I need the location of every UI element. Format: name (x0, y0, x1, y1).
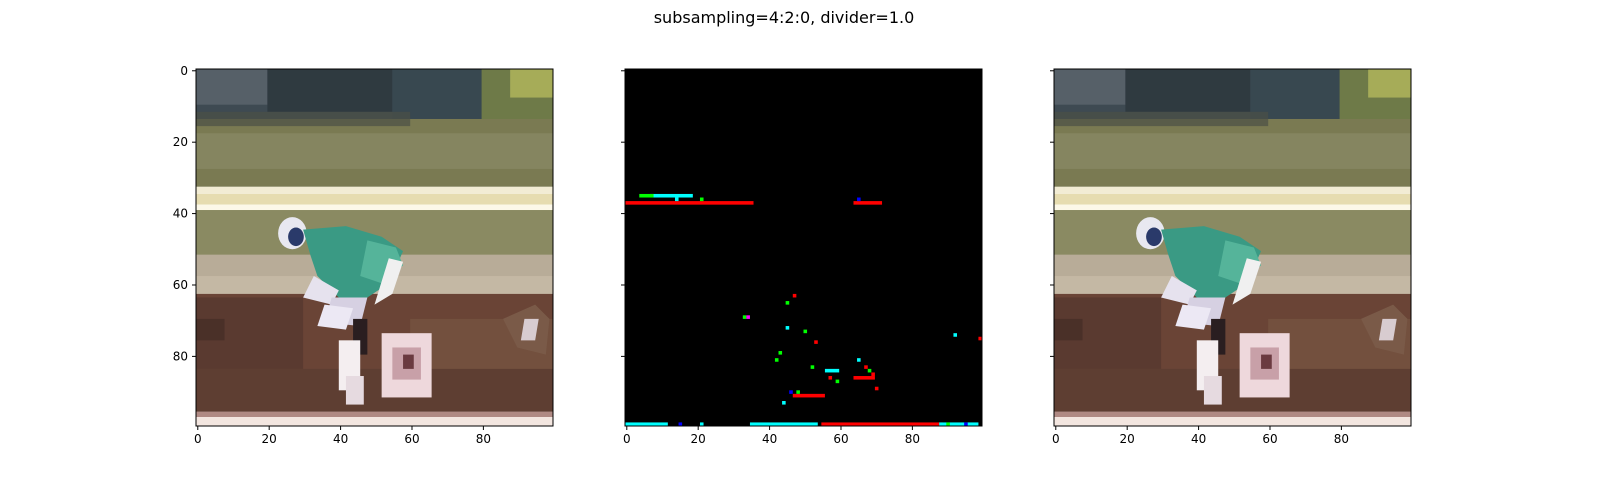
x-tick-label: 40 (762, 432, 777, 446)
reconstructed-image-panel: 0 20 40 60 80 (1050, 68, 1412, 446)
x-tick-label: 0 (1052, 432, 1060, 446)
diff-pixel-9 (810, 365, 815, 369)
diff-segment-6 (749, 422, 818, 426)
diff-pixel-6 (814, 340, 818, 344)
diff-segment-10 (824, 368, 840, 373)
diff-pixel-19 (782, 401, 786, 405)
diff-pixel-14 (871, 372, 875, 377)
diff-pixel-27 (964, 422, 968, 426)
diff-segment-5 (625, 422, 668, 426)
original-image-panel: 0 20 40 60 80 0 20 40 60 80 (173, 64, 554, 446)
difference-background (625, 69, 982, 426)
diff-pixel-28 (946, 422, 950, 426)
x-tick-label: 40 (1191, 432, 1206, 446)
diff-pixel-20 (953, 333, 958, 337)
diff-segment-9 (853, 376, 875, 380)
diff-pixel-15 (874, 386, 879, 391)
photo-image (196, 69, 553, 426)
diff-segment-7 (821, 422, 943, 426)
diff-segment-1 (649, 193, 693, 198)
axes-frame (624, 68, 983, 427)
x-tick-label: 20 (1120, 432, 1135, 446)
diff-pixel-26 (699, 422, 704, 426)
diff-pixel-3 (746, 315, 750, 319)
x-tick-label: 60 (833, 432, 848, 446)
diff-pixel-11 (835, 379, 840, 384)
diff-pixel-24 (857, 197, 861, 202)
diff-segment-0 (625, 201, 754, 205)
x-tick-label: 40 (333, 432, 348, 446)
x-tick-label: 20 (262, 432, 277, 446)
diff-pixel-16 (867, 368, 872, 373)
y-tick-label: 80 (173, 349, 188, 363)
diff-pixel-0 (792, 293, 797, 298)
diff-pixel-10 (828, 376, 833, 380)
x-tick-label: 60 (1262, 432, 1277, 446)
x-tick-label: 0 (194, 432, 202, 446)
diff-pixel-21 (978, 336, 982, 341)
diff-pixel-25 (678, 422, 683, 426)
diff-pixel-12 (857, 358, 861, 362)
diff-pixel-18 (796, 390, 800, 394)
diff-pixel-4 (785, 326, 790, 330)
photo-image (1054, 69, 1411, 426)
figure-title: subsampling=4:2:0, divider=1.0 (654, 8, 915, 27)
axes-frame (1053, 68, 1412, 427)
diff-segment-2 (639, 193, 654, 198)
diff-pixel-7 (778, 351, 783, 355)
x-tick-label: 0 (623, 432, 631, 446)
difference-pixels (625, 193, 982, 426)
x-tick-label: 80 (1334, 432, 1349, 446)
x-tick-label: 80 (905, 432, 920, 446)
axes-frame (195, 68, 554, 427)
diff-pixel-17 (789, 390, 793, 394)
y-tick-label: 0 (180, 64, 188, 78)
x-tick-label: 80 (476, 432, 491, 446)
y-tick-label: 20 (173, 135, 188, 149)
x-tick-label: 60 (404, 432, 419, 446)
diff-pixel-13 (864, 365, 868, 369)
diff-segment-8 (939, 422, 979, 426)
diff-pixel-1 (785, 301, 790, 305)
diff-pixel-22 (674, 197, 679, 202)
difference-image-panel: 0 20 40 60 80 (621, 68, 983, 446)
y-tick-label: 40 (173, 207, 188, 221)
y-tick-label: 60 (173, 278, 188, 292)
diff-segment-4 (792, 393, 825, 398)
diff-pixel-8 (774, 358, 779, 362)
diff-pixel-2 (742, 315, 747, 319)
diff-pixel-5 (803, 329, 808, 334)
x-tick-label: 20 (691, 432, 706, 446)
diff-segment-3 (853, 201, 883, 205)
diff-pixel-23 (699, 197, 704, 202)
